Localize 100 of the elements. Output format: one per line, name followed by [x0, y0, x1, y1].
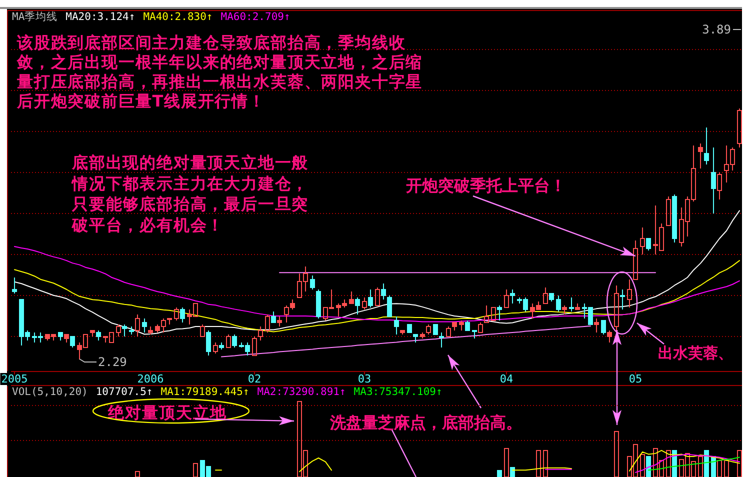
candlestick: [666, 196, 671, 226]
x-tick-label: 2005: [1, 372, 28, 386]
candlestick: [362, 297, 367, 310]
bar: [135, 471, 140, 477]
candlestick: [452, 322, 457, 331]
candlestick: [594, 318, 599, 333]
bar: [497, 470, 502, 477]
bar: [666, 450, 671, 477]
annotation: 2.29: [98, 355, 127, 369]
text: MA60:2.709↑: [220, 11, 290, 23]
annotation: 该股跌到底部区间主力建仓导致底部抬高，季均线收敛，之后出现一根半年以来的绝对量顶天立地，之后缩量打压底部抬高，再推出一根出水芙蓉、两阳夹十字星后开炮突破前巨量T线展开行情！: [16, 32, 423, 110]
x-tick-label: 05: [628, 372, 642, 386]
candlestick: [70, 336, 75, 348]
candlestick: [12, 277, 17, 294]
bar: [724, 460, 729, 477]
legend-title: VOL(5,10,20): [12, 386, 88, 398]
legend-title: MA季均线: [12, 10, 58, 23]
candlestick: [213, 342, 218, 354]
bar: [543, 450, 548, 477]
text: MA2:73290.891↑: [257, 386, 346, 398]
bar: [717, 460, 722, 477]
candlestick: [355, 297, 360, 315]
candlestick: [265, 314, 270, 333]
annotation: 底部出现的绝对量顶天立地一般情况下都表示主力在大力建仓，只要能够底部抬高，最后一旦突破平台，必有机会！: [71, 152, 309, 234]
candlestick: [672, 194, 677, 243]
text: MA1:79189.445↑: [160, 386, 250, 398]
candlestick: [601, 320, 606, 335]
candlestick: [200, 324, 205, 337]
x-tick-label: 2006: [137, 372, 164, 386]
candlestick: [64, 334, 69, 343]
candlestick: [148, 326, 153, 335]
bar: [640, 454, 645, 477]
candlestick: [58, 332, 63, 341]
candlestick: [646, 238, 651, 251]
candlestick: [407, 324, 412, 333]
candlestick: [504, 289, 509, 308]
candlestick: [400, 330, 405, 335]
text: 107707.5↑: [96, 386, 153, 398]
text: 3.89: [702, 22, 731, 36]
text: MA40:2.830↑: [143, 11, 213, 23]
candlestick: [167, 318, 172, 325]
x-tick-label: 04: [500, 372, 514, 386]
candlestick: [219, 342, 224, 350]
candlestick: [310, 275, 315, 290]
bar: [737, 450, 742, 477]
candlestick: [316, 289, 321, 319]
candlestick: [271, 311, 276, 323]
annotation: 开炮突破季托上平台！: [405, 176, 566, 194]
candlestick: [226, 334, 231, 348]
candlestick: [562, 305, 567, 315]
candlestick: [620, 289, 625, 310]
bar: [193, 463, 198, 477]
candlestick: [575, 303, 580, 310]
candlestick: [129, 326, 134, 335]
bar: [646, 456, 651, 477]
bar: [704, 450, 709, 477]
candlestick: [543, 287, 548, 304]
candlestick: [420, 332, 425, 339]
candlestick: [426, 324, 431, 335]
candlestick: [633, 240, 638, 280]
candlestick: [277, 316, 282, 327]
candlestick: [96, 330, 101, 341]
candlestick: [375, 287, 380, 306]
bar: [510, 467, 515, 477]
bar: [698, 456, 703, 477]
candlestick: [232, 334, 237, 348]
candlestick: [252, 336, 257, 356]
candlestick: [704, 127, 709, 165]
candlestick: [446, 326, 451, 337]
candlestick: [394, 316, 399, 335]
candlestick: [135, 314, 140, 337]
candlestick: [497, 305, 502, 321]
candlestick: [640, 227, 645, 255]
candlestick: [413, 334, 418, 343]
candlestick: [569, 297, 574, 312]
candlestick: [472, 330, 477, 339]
x-tick-label: 02: [248, 372, 262, 386]
candlestick: [478, 322, 483, 333]
candlestick: [465, 320, 470, 331]
candlestick: [627, 279, 632, 308]
candlestick: [349, 291, 354, 304]
candlestick: [122, 324, 127, 337]
candlestick: [387, 295, 392, 317]
candlestick: [717, 172, 722, 200]
candlestick: [116, 324, 121, 337]
candlestick: [510, 289, 515, 304]
candlestick: [711, 147, 716, 214]
candlestick: [491, 307, 496, 321]
candlestick: [737, 108, 742, 148]
candlestick: [142, 318, 147, 333]
candlestick: [607, 330, 612, 343]
candlestick: [459, 320, 464, 331]
candlestick: [90, 330, 95, 337]
bar: [504, 448, 509, 477]
candlestick: [174, 307, 179, 321]
candlestick: [206, 330, 211, 356]
candlestick: [180, 307, 185, 323]
candlestick: [439, 332, 444, 348]
candlestick: [556, 295, 561, 312]
candlestick: [368, 289, 373, 308]
